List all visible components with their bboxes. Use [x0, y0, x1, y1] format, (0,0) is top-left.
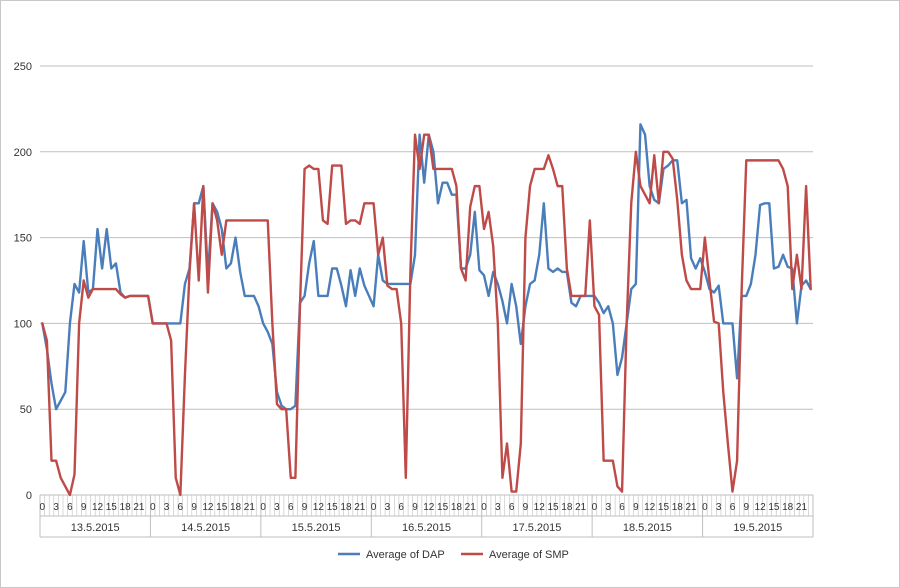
x-hour-label: 0	[150, 502, 156, 513]
x-hour-label: 3	[274, 502, 280, 513]
legend-label: Average of DAP	[366, 549, 445, 561]
x-hour-label: 15	[437, 502, 449, 513]
x-hour-label: 21	[686, 502, 698, 513]
x-hour-label: 9	[744, 502, 750, 513]
x-hour-label: 15	[658, 502, 670, 513]
x-hour-label: 0	[40, 502, 46, 513]
x-hour-label: 18	[340, 502, 352, 513]
x-hour-label: 0	[371, 502, 377, 513]
x-hour-label: 18	[561, 502, 573, 513]
x-hour-label: 15	[106, 502, 118, 513]
series-line-smp	[41, 133, 812, 497]
x-hour-label: 9	[523, 502, 529, 513]
x-hour-label: 0	[702, 502, 708, 513]
x-date-label: 19.5.2015	[733, 522, 782, 534]
x-hour-label: 3	[495, 502, 501, 513]
series-lines	[41, 123, 812, 497]
x-date-label: 14.5.2015	[181, 522, 230, 534]
x-hour-label: 12	[534, 502, 546, 513]
x-hour-label: 15	[216, 502, 228, 513]
x-hour-label: 3	[164, 502, 170, 513]
x-hour-label: 9	[633, 502, 639, 513]
x-hour-label: 6	[67, 502, 73, 513]
x-hour-label: 9	[81, 502, 87, 513]
x-hour-label: 15	[768, 502, 780, 513]
x-hour-label: 12	[202, 502, 214, 513]
y-tick-label: 250	[14, 61, 32, 73]
x-date-label: 18.5.2015	[623, 522, 672, 534]
y-axis: 0 50 100 150 200 250	[14, 61, 32, 502]
x-hour-label: 12	[92, 502, 104, 513]
series-line-dap	[41, 123, 812, 411]
x-hour-label: 0	[260, 502, 266, 513]
x-hour-label: 9	[191, 502, 197, 513]
x-hour-label: 15	[327, 502, 339, 513]
x-hour-label: 6	[398, 502, 404, 513]
y-tick-label: 50	[20, 404, 32, 416]
x-hour-label: 18	[451, 502, 463, 513]
x-hour-label: 0	[592, 502, 598, 513]
x-date-label: 16.5.2015	[402, 522, 451, 534]
x-hour-label: 12	[423, 502, 435, 513]
x-hour-label: 21	[796, 502, 808, 513]
legend-label: Average of SMP	[489, 549, 569, 561]
x-date-label: 15.5.2015	[292, 522, 341, 534]
x-hour-label: 18	[230, 502, 242, 513]
x-hour-label: 21	[575, 502, 587, 513]
legend: Average of DAP Average of SMP	[338, 549, 569, 561]
x-hour-label: 6	[178, 502, 184, 513]
x-hour-label: 6	[619, 502, 625, 513]
x-date-label: 13.5.2015	[71, 522, 120, 534]
x-hour-label: 18	[782, 502, 794, 513]
x-hour-label: 12	[755, 502, 767, 513]
x-hour-label: 9	[412, 502, 418, 513]
x-hour-label: 12	[644, 502, 656, 513]
y-tick-label: 0	[26, 490, 32, 502]
y-tick-label: 200	[14, 147, 32, 159]
x-hour-label: 6	[730, 502, 736, 513]
x-date-label: 17.5.2015	[512, 522, 561, 534]
x-hour-label: 3	[385, 502, 391, 513]
x-hour-label: 21	[465, 502, 477, 513]
x-hour-label: 3	[605, 502, 611, 513]
x-hour-label: 21	[354, 502, 366, 513]
x-hour-label: 18	[672, 502, 684, 513]
x-hour-label: 12	[313, 502, 325, 513]
x-hour-label: 3	[53, 502, 59, 513]
x-hour-label: 6	[509, 502, 515, 513]
x-hour-label: 21	[244, 502, 256, 513]
x-hour-label: 9	[302, 502, 308, 513]
y-tick-label: 150	[14, 233, 32, 245]
x-hour-label: 3	[716, 502, 722, 513]
x-hour-label: 0	[481, 502, 487, 513]
x-hour-label: 21	[133, 502, 145, 513]
x-hour-label: 18	[120, 502, 132, 513]
y-tick-label: 100	[14, 318, 32, 330]
gridlines	[40, 65, 813, 496]
x-hour-label: 6	[288, 502, 294, 513]
x-hour-label: 15	[547, 502, 559, 513]
